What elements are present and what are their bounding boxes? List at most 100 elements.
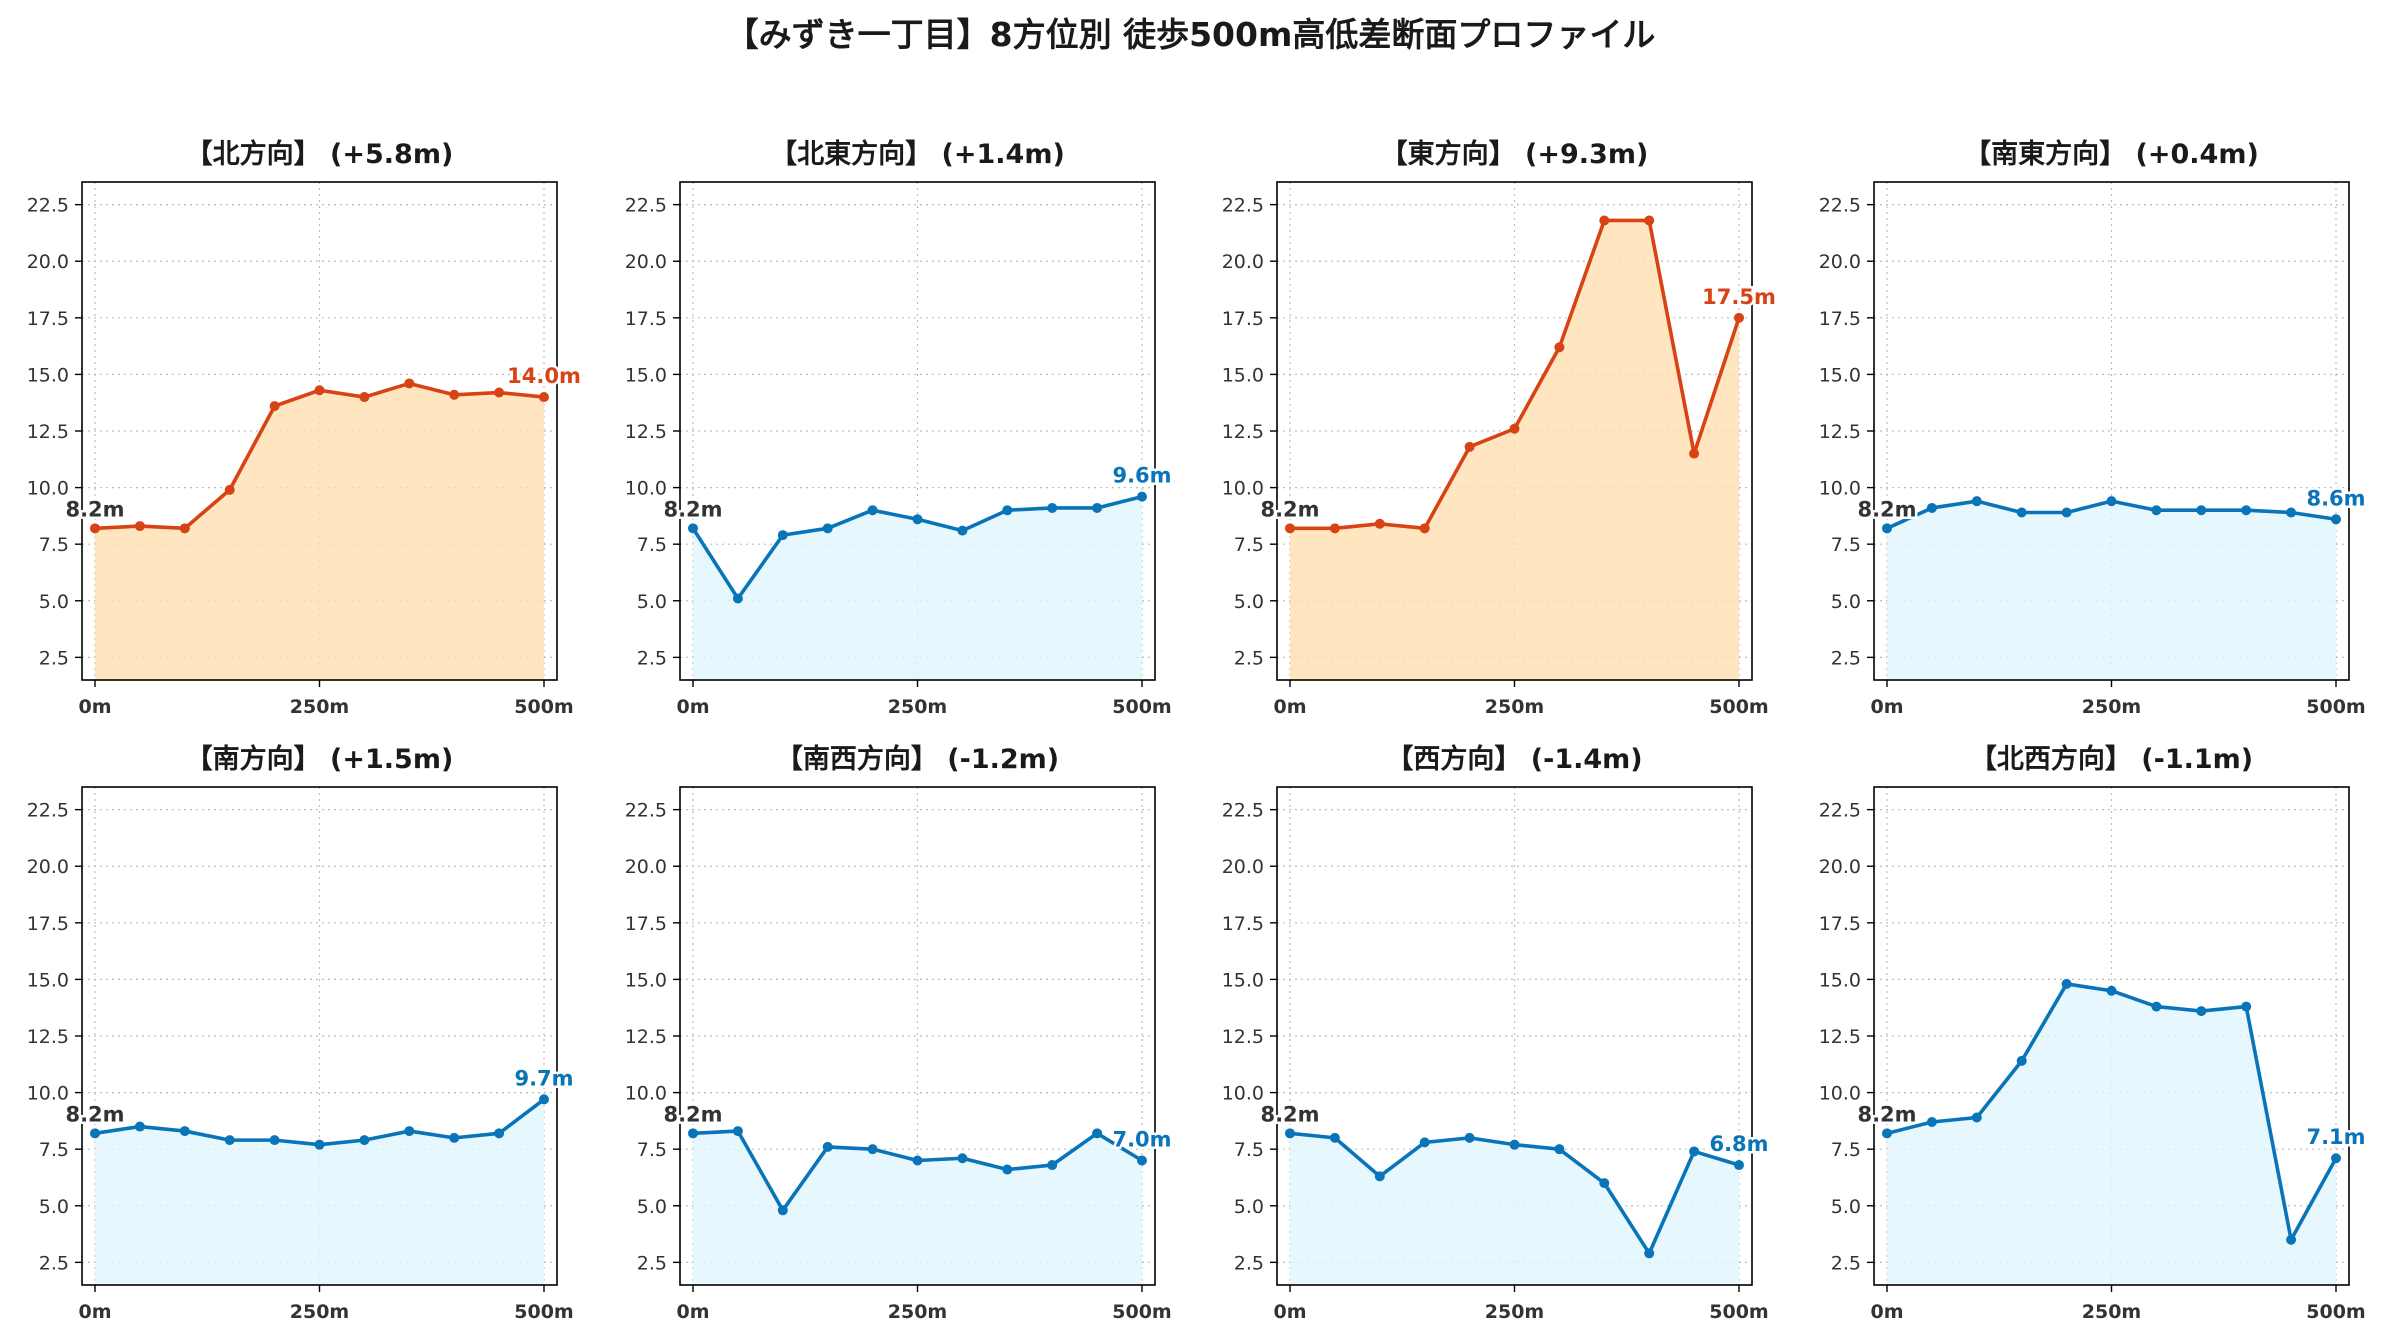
y-tick-label: 12.5 bbox=[1222, 421, 1264, 443]
x-tick-label: 0m bbox=[676, 1301, 709, 1323]
data-point bbox=[1092, 502, 1103, 513]
y-tick-label: 12.5 bbox=[27, 1026, 69, 1048]
x-tick-label: 250m bbox=[1485, 1301, 1544, 1323]
data-point bbox=[1926, 1117, 1937, 1128]
data-point bbox=[359, 392, 370, 403]
y-tick-label: 2.5 bbox=[39, 647, 69, 669]
data-point bbox=[90, 1128, 100, 1139]
panel-title: 【北方向】 (+5.8m) bbox=[186, 138, 454, 170]
start-value-label: 8.2m bbox=[663, 1102, 722, 1126]
data-point bbox=[2286, 507, 2297, 518]
y-tick-label: 17.5 bbox=[1819, 913, 1861, 935]
elevation-area bbox=[1290, 220, 1739, 680]
data-point bbox=[2061, 978, 2072, 989]
y-tick-label: 5.0 bbox=[39, 591, 69, 613]
elevation-area bbox=[95, 1099, 544, 1285]
x-tick-label: 250m bbox=[290, 1301, 349, 1323]
data-point bbox=[822, 1141, 833, 1152]
y-tick-label: 7.5 bbox=[637, 534, 667, 556]
data-point bbox=[314, 385, 325, 396]
y-tick-label: 15.0 bbox=[1819, 969, 1861, 991]
data-point bbox=[1137, 491, 1147, 502]
data-point bbox=[269, 1135, 280, 1146]
end-value-label: 6.8m bbox=[1709, 1132, 1768, 1156]
y-tick-label: 2.5 bbox=[1234, 1252, 1264, 1274]
data-point bbox=[732, 1126, 743, 1137]
data-point bbox=[1689, 448, 1700, 459]
x-tick-label: 250m bbox=[2082, 1301, 2141, 1323]
x-tick-label: 250m bbox=[1485, 696, 1544, 718]
data-point bbox=[777, 530, 788, 541]
x-tick-label: 250m bbox=[290, 696, 349, 718]
y-tick-label: 7.5 bbox=[1831, 1139, 1861, 1161]
y-tick-label: 22.5 bbox=[27, 195, 69, 217]
data-point bbox=[2106, 985, 2117, 996]
data-point bbox=[1137, 1155, 1147, 1166]
x-tick-label: 500m bbox=[2306, 696, 2365, 718]
chart-panel-7: 2.5 5.0 7.5 10.0 12.5 15.0 17.5 20.0 22.5 0m 250m 5… bbox=[1819, 743, 2368, 1323]
end-value-label: 14.0m bbox=[507, 364, 581, 388]
x-tick-label: 500m bbox=[1112, 696, 1171, 718]
y-tick-label: 5.0 bbox=[39, 1196, 69, 1218]
data-point bbox=[822, 523, 833, 534]
data-point bbox=[2151, 505, 2162, 516]
panel-title: 【東方向】 (+9.3m) bbox=[1381, 138, 1649, 170]
y-tick-label: 7.5 bbox=[1234, 534, 1264, 556]
data-point bbox=[539, 1094, 549, 1105]
data-point bbox=[1509, 423, 1520, 434]
y-tick-label: 22.5 bbox=[1222, 195, 1264, 217]
x-tick-label: 500m bbox=[514, 1301, 573, 1323]
y-tick-label: 2.5 bbox=[1831, 1252, 1861, 1274]
elevation-area bbox=[1887, 501, 2336, 680]
y-tick-label: 17.5 bbox=[27, 308, 69, 330]
data-point bbox=[1002, 505, 1013, 516]
y-tick-label: 20.0 bbox=[27, 856, 69, 878]
y-tick-label: 2.5 bbox=[1234, 647, 1264, 669]
x-tick-label: 250m bbox=[888, 1301, 947, 1323]
data-point bbox=[1285, 1128, 1295, 1139]
data-point bbox=[1882, 523, 1892, 534]
data-point bbox=[1092, 1128, 1103, 1139]
y-tick-label: 7.5 bbox=[1831, 534, 1861, 556]
data-point bbox=[957, 525, 968, 536]
y-tick-label: 7.5 bbox=[637, 1139, 667, 1161]
y-tick-label: 17.5 bbox=[1222, 308, 1264, 330]
data-point bbox=[1971, 1112, 1982, 1123]
y-tick-label: 22.5 bbox=[625, 800, 667, 822]
data-point bbox=[912, 514, 923, 525]
data-point bbox=[1047, 502, 1058, 513]
data-point bbox=[1734, 312, 1744, 323]
chart-panel-0: 2.5 5.0 7.5 10.0 12.5 15.0 17.5 20.0 22.5 0m 250m 5… bbox=[27, 138, 584, 718]
y-tick-label: 10.0 bbox=[1222, 478, 1264, 500]
start-value-label: 8.2m bbox=[65, 497, 124, 521]
x-tick-label: 500m bbox=[1709, 696, 1768, 718]
data-point bbox=[1882, 1128, 1892, 1139]
y-tick-label: 7.5 bbox=[1234, 1139, 1264, 1161]
y-tick-label: 22.5 bbox=[1819, 195, 1861, 217]
y-tick-label: 17.5 bbox=[625, 913, 667, 935]
x-tick-label: 250m bbox=[2082, 696, 2141, 718]
data-point bbox=[1644, 1248, 1655, 1259]
panel-title: 【西方向】 (-1.4m) bbox=[1386, 743, 1642, 775]
y-tick-label: 5.0 bbox=[1831, 1196, 1861, 1218]
x-tick-label: 500m bbox=[1112, 1301, 1171, 1323]
y-tick-label: 20.0 bbox=[625, 856, 667, 878]
y-tick-label: 17.5 bbox=[1819, 308, 1861, 330]
chart-panel-6: 2.5 5.0 7.5 10.0 12.5 15.0 17.5 20.0 22.5 0m 250m 5… bbox=[1222, 743, 1771, 1323]
start-value-label: 8.2m bbox=[1260, 1102, 1319, 1126]
x-tick-label: 500m bbox=[1709, 1301, 1768, 1323]
y-tick-label: 5.0 bbox=[637, 591, 667, 613]
y-tick-label: 12.5 bbox=[1222, 1026, 1264, 1048]
data-point bbox=[1926, 502, 1937, 513]
y-tick-label: 20.0 bbox=[1222, 856, 1264, 878]
y-tick-label: 12.5 bbox=[1819, 1026, 1861, 1048]
data-point bbox=[2331, 514, 2341, 525]
data-point bbox=[1464, 441, 1475, 452]
y-tick-label: 15.0 bbox=[625, 969, 667, 991]
x-tick-label: 250m bbox=[888, 696, 947, 718]
start-value-label: 8.2m bbox=[1857, 497, 1916, 521]
y-tick-label: 12.5 bbox=[625, 421, 667, 443]
panel-title: 【南東方向】 (+0.4m) bbox=[1964, 138, 2259, 170]
y-tick-label: 10.0 bbox=[27, 478, 69, 500]
y-tick-label: 7.5 bbox=[39, 534, 69, 556]
